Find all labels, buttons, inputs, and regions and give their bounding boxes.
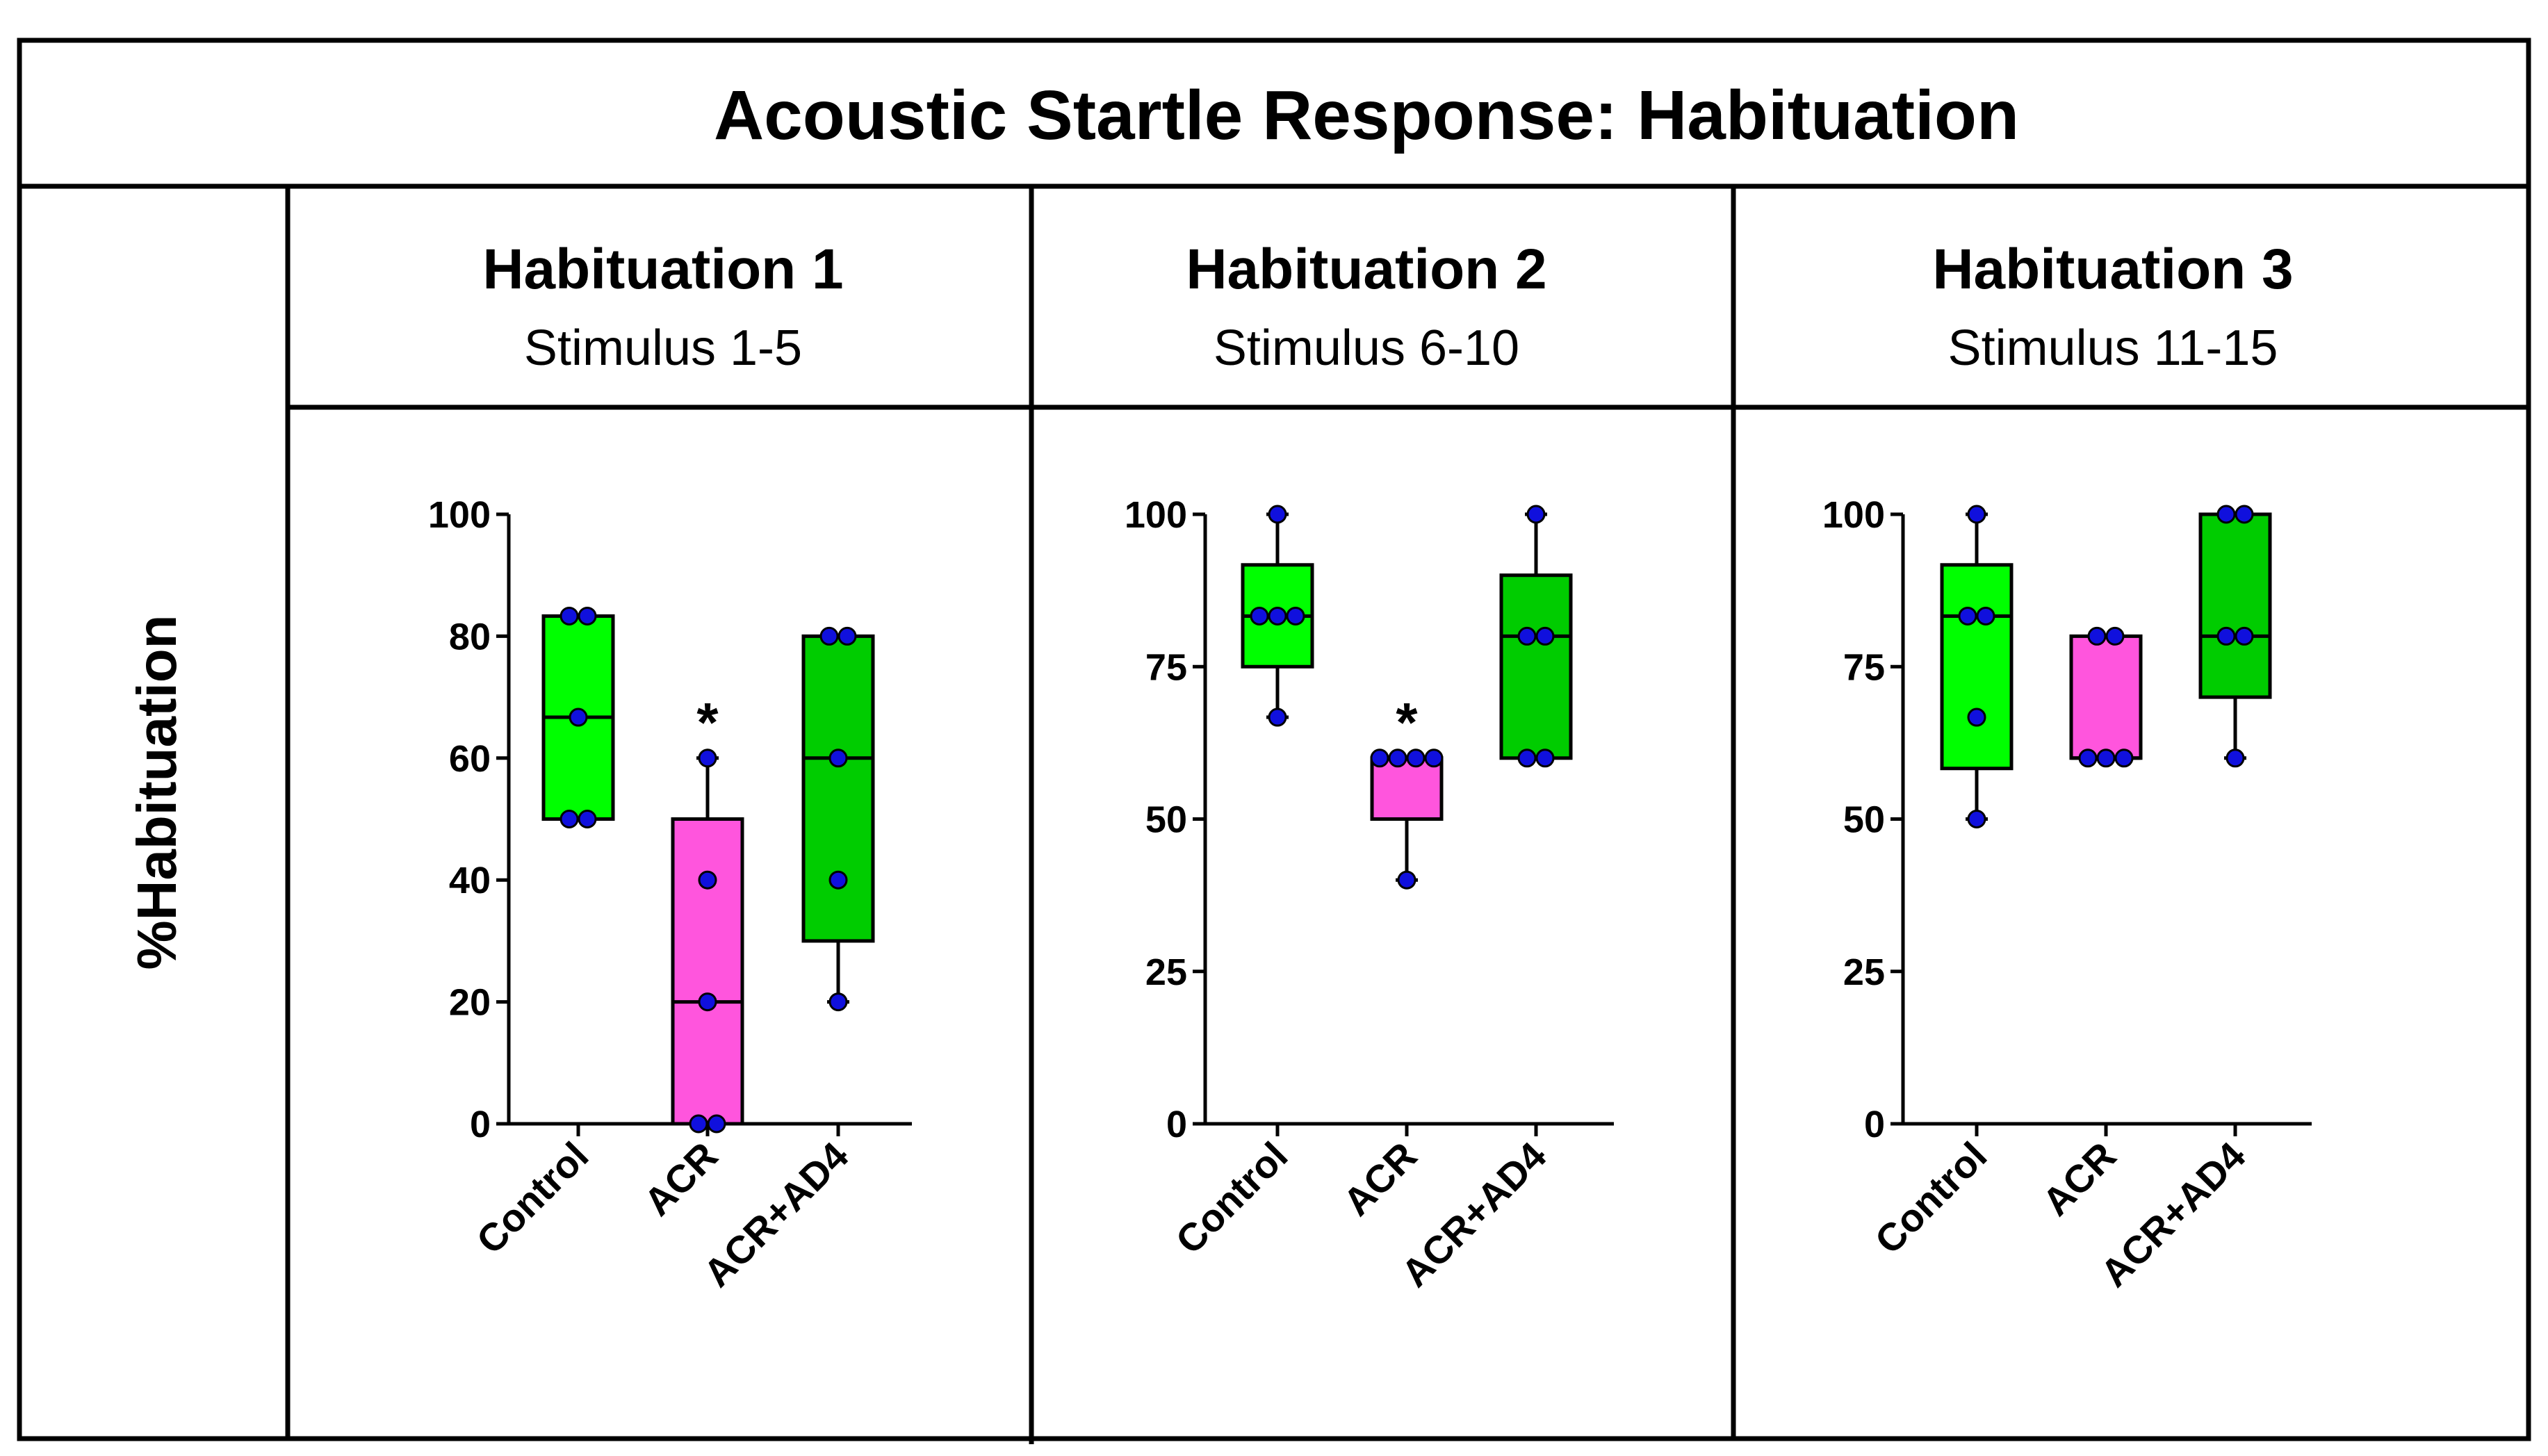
y-tick-label: 50 xyxy=(1145,799,1187,841)
data-point-acr-ad4 xyxy=(828,749,848,768)
data-point-control xyxy=(1268,606,1287,625)
box-acr xyxy=(671,817,744,1126)
data-point-acr xyxy=(2078,749,2098,768)
data-point-acr-ad4 xyxy=(2235,505,2254,524)
y-tick-label: 100 xyxy=(1822,494,1885,536)
data-point-acr-ad4 xyxy=(2235,626,2254,646)
data-point-control xyxy=(1958,606,1977,625)
data-point-control xyxy=(1286,606,1305,625)
data-point-acr xyxy=(2105,626,2125,646)
data-point-acr xyxy=(1424,749,1444,768)
data-point-acr xyxy=(1397,870,1416,890)
data-point-acr-ad4 xyxy=(1517,749,1537,768)
data-point-acr xyxy=(1406,749,1426,768)
y-axis-label: %Habituation xyxy=(126,614,188,970)
y-tick-label: 80 xyxy=(449,616,491,657)
box-acr-ad4 xyxy=(1499,573,1573,760)
data-point-control xyxy=(578,606,597,625)
data-point-acr xyxy=(689,1114,708,1134)
data-point-control xyxy=(1268,707,1287,727)
data-point-acr-ad4 xyxy=(1526,505,1546,524)
data-point-control xyxy=(1967,505,1986,524)
data-point-acr-ad4 xyxy=(2226,749,2245,768)
data-point-acr xyxy=(698,870,717,890)
panel-subtitle-2: Stimulus 6-10 xyxy=(1214,320,1519,376)
data-point-acr-ad4 xyxy=(2216,505,2236,524)
y-tick-label: 0 xyxy=(470,1104,491,1145)
panel-title-2: Habituation 2 xyxy=(1186,238,1546,301)
data-point-acr xyxy=(2087,626,2107,646)
y-tick-label: 25 xyxy=(1145,951,1187,993)
category-label-control: Control xyxy=(468,1134,596,1262)
data-point-acr-ad4 xyxy=(828,870,848,890)
category-label-acr: ACR xyxy=(635,1134,726,1224)
box-acr-ad4 xyxy=(2198,512,2272,699)
y-tick-label: 40 xyxy=(449,860,491,901)
category-label-control: Control xyxy=(1167,1134,1296,1262)
data-point-acr-ad4 xyxy=(1517,626,1537,646)
category-label-control: Control xyxy=(1866,1134,1995,1262)
box-acr xyxy=(1370,756,1444,821)
figure-title: Acoustic Startle Response: Habituation xyxy=(714,76,2019,154)
box-acr xyxy=(2069,634,2143,760)
category-label-acr: ACR xyxy=(1334,1134,1425,1224)
data-point-control xyxy=(578,810,597,828)
data-point-control xyxy=(1268,505,1287,524)
data-point-acr xyxy=(2096,749,2116,768)
data-point-control xyxy=(560,606,579,625)
significance-star: * xyxy=(696,692,719,753)
data-point-acr xyxy=(698,749,717,768)
outer-border xyxy=(17,38,2531,1441)
data-point-acr-ad4 xyxy=(1535,749,1555,768)
y-tick-label: 25 xyxy=(1843,951,1885,993)
panel-header-1: Habituation 1 Stimulus 1-5 xyxy=(482,238,843,376)
data-point-control xyxy=(1967,707,1986,727)
panel-title-1: Habituation 1 xyxy=(482,238,843,301)
significance-star: * xyxy=(1396,692,1418,753)
y-tick-label: 60 xyxy=(449,738,491,780)
y-tick-label: 75 xyxy=(1145,646,1187,688)
data-point-acr xyxy=(698,992,717,1012)
data-point-acr-ad4 xyxy=(828,992,848,1012)
y-tick-label: 0 xyxy=(1864,1104,1885,1145)
data-point-acr xyxy=(2114,749,2134,768)
y-tick-label: 50 xyxy=(1843,799,1885,841)
category-label-acr: ACR xyxy=(2034,1134,2124,1224)
panel-header-3: Habituation 3 Stimulus 11-15 xyxy=(1932,238,2293,376)
data-point-control xyxy=(1967,810,1986,828)
panel-subtitle-1: Stimulus 1-5 xyxy=(524,320,802,376)
y-tick-label: 0 xyxy=(1166,1104,1187,1145)
data-point-control xyxy=(1976,606,1995,625)
y-tick-label: 100 xyxy=(428,494,491,536)
y-tick-label: 75 xyxy=(1843,646,1885,688)
panel-subtitle-3: Stimulus 11-15 xyxy=(1948,320,2278,376)
panel-title-3: Habituation 3 xyxy=(1932,238,2293,301)
data-point-acr-ad4 xyxy=(819,626,839,646)
data-point-acr xyxy=(1388,749,1407,768)
data-point-acr-ad4 xyxy=(838,626,857,646)
panel-header-2: Habituation 2 Stimulus 6-10 xyxy=(1186,238,1546,376)
frame xyxy=(17,38,2531,1444)
data-point-acr-ad4 xyxy=(1535,626,1555,646)
data-point-acr-ad4 xyxy=(2216,626,2236,646)
box-acr-ad4 xyxy=(801,634,875,943)
data-point-control xyxy=(569,707,588,727)
y-tick-label: 100 xyxy=(1125,494,1187,536)
y-tick-label: 20 xyxy=(449,982,491,1024)
data-point-acr xyxy=(707,1114,726,1134)
data-point-control xyxy=(560,810,579,828)
data-point-acr xyxy=(1370,749,1389,768)
box-control xyxy=(1940,563,2014,771)
data-point-control xyxy=(1250,606,1269,625)
